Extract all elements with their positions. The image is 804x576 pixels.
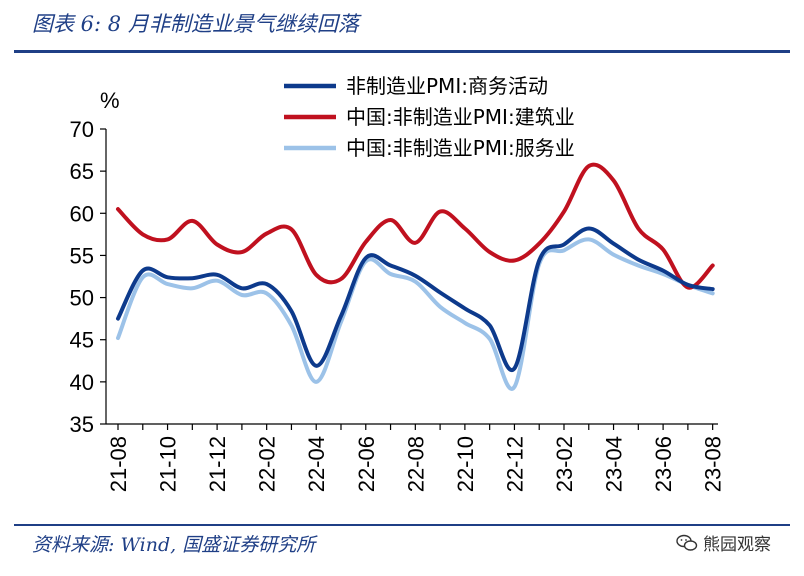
y-tick-label: 45 xyxy=(70,328,94,353)
x-tick-label: 23-08 xyxy=(701,436,726,492)
legend-label: 中国:非制造业PMI:建筑业 xyxy=(346,105,575,129)
series-layer xyxy=(116,162,715,391)
x-tick-label: 22-12 xyxy=(502,436,527,492)
x-tick-label: 21-12 xyxy=(205,436,230,492)
legend-entry-construction: 中国:非制造业PMI:建筑业 xyxy=(284,105,575,129)
watermark-text: 熊园观察 xyxy=(703,535,771,555)
figure-title: 图表 6: 8 月非制造业景气继续回落 xyxy=(32,12,359,36)
y-tick-label: 65 xyxy=(70,159,94,184)
x-tick-label: 23-04 xyxy=(602,436,627,492)
y-tick-label: 70 xyxy=(70,117,94,142)
legend-label: 中国:非制造业PMI:服务业 xyxy=(346,136,575,160)
y-tick-label: 60 xyxy=(70,201,94,226)
y-axis-unit-label: % xyxy=(100,88,120,113)
series-line-services xyxy=(116,237,715,391)
legend-entry-services: 中国:非制造业PMI:服务业 xyxy=(284,136,575,160)
x-tick-label: 22-02 xyxy=(255,436,280,492)
watermark: 熊园观察 xyxy=(676,530,771,555)
y-tick-label: 50 xyxy=(70,286,94,311)
legend-entry-business-activity: 非制造业PMI:商务活动 xyxy=(284,74,548,98)
source-divider xyxy=(14,524,790,526)
y-tick-label: 40 xyxy=(70,370,94,395)
x-tick-label: 23-02 xyxy=(552,436,577,492)
x-tick-label: 22-06 xyxy=(354,436,379,492)
title-divider xyxy=(14,50,790,53)
series-line-construction xyxy=(116,162,715,290)
x-tick-label: 21-10 xyxy=(156,436,181,492)
source-note: 资料来源: Wind, 国盛证券研究所 xyxy=(32,534,316,556)
wechat-icon xyxy=(676,534,698,551)
series-line-business-activity xyxy=(116,226,715,373)
y-tick-label: 55 xyxy=(70,243,94,268)
legend-label: 非制造业PMI:商务活动 xyxy=(346,74,548,98)
x-tick-label: 21-08 xyxy=(106,436,131,492)
y-tick-label: 35 xyxy=(70,412,94,437)
x-tick-label: 22-04 xyxy=(304,436,329,492)
x-tick-label: 22-10 xyxy=(453,436,478,492)
chart-axes: 35 40 45 50 55 60 65 70% 21-08 21-10 21-12 22-02 22-… xyxy=(70,88,726,492)
x-tick-label: 22-08 xyxy=(403,436,428,492)
x-tick-label: 23-06 xyxy=(651,436,676,492)
